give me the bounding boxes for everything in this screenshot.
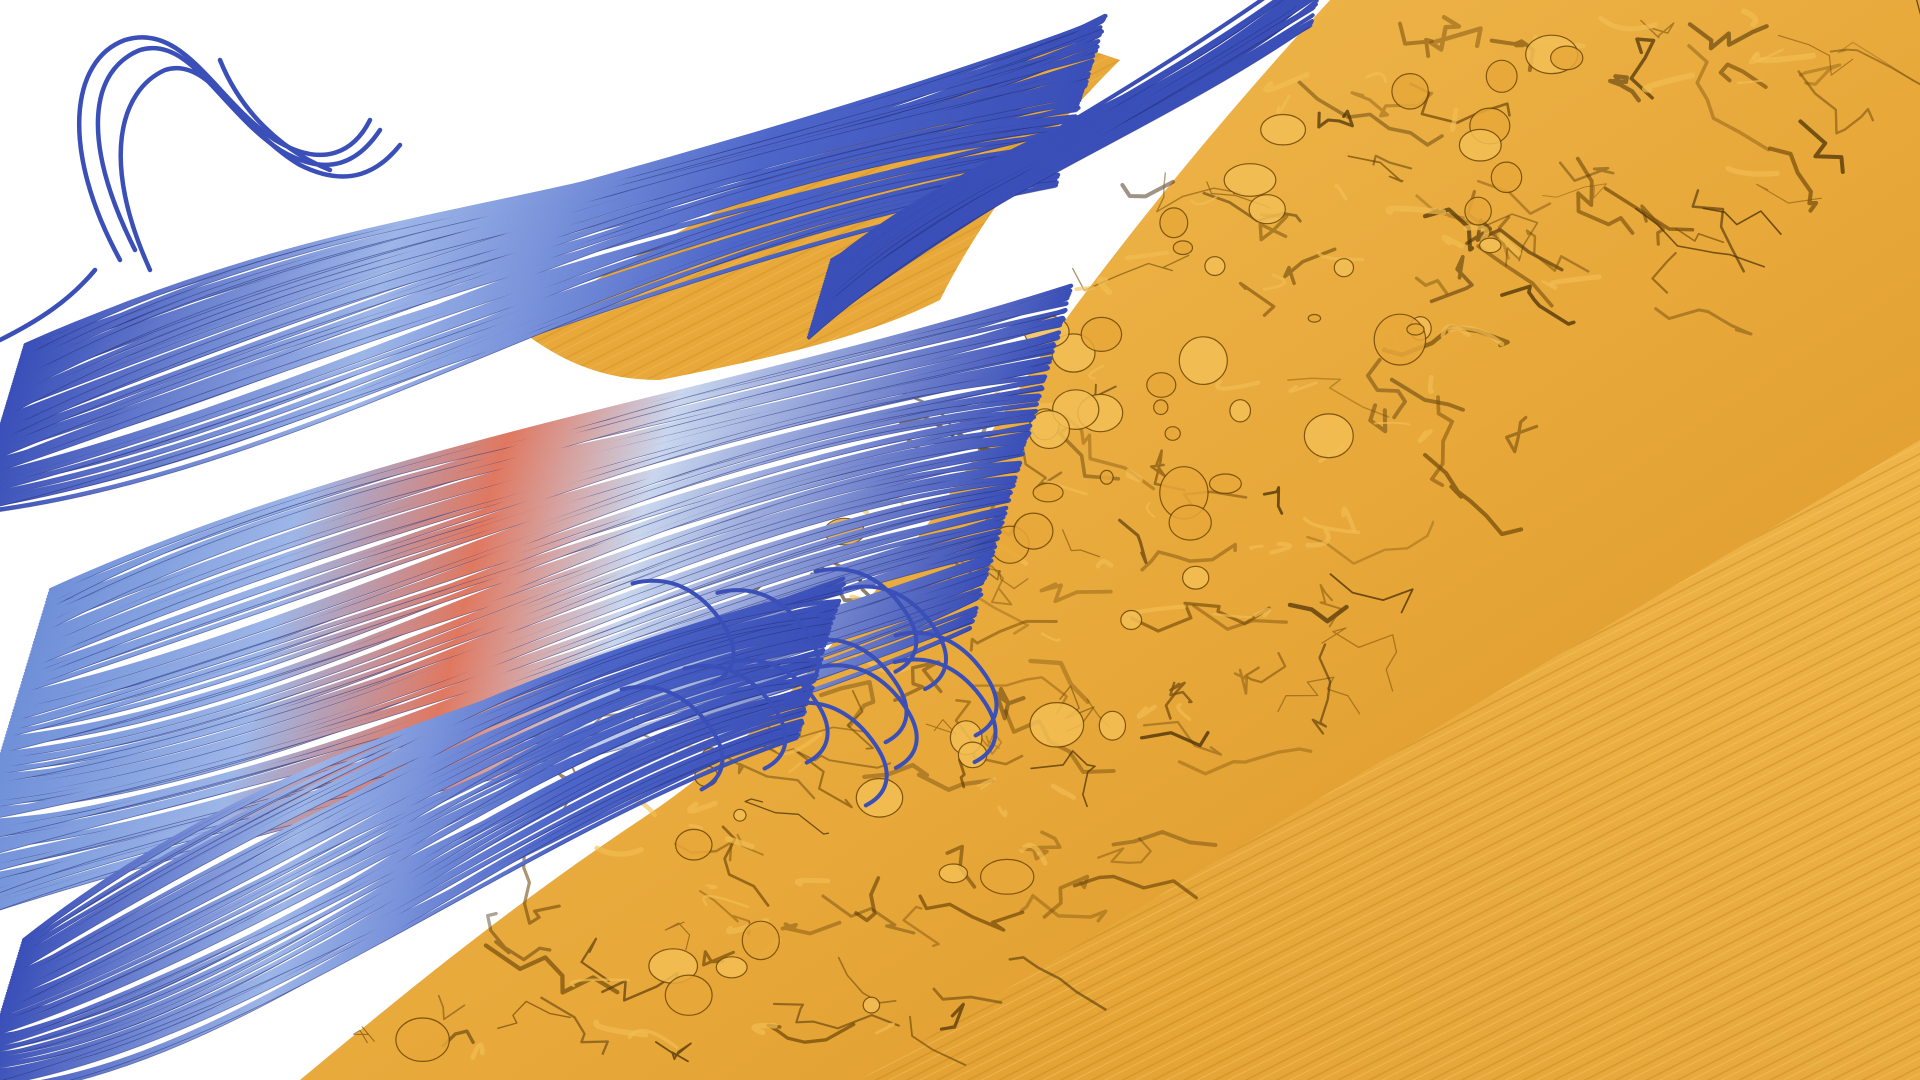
streamlines (0, 0, 1319, 1080)
